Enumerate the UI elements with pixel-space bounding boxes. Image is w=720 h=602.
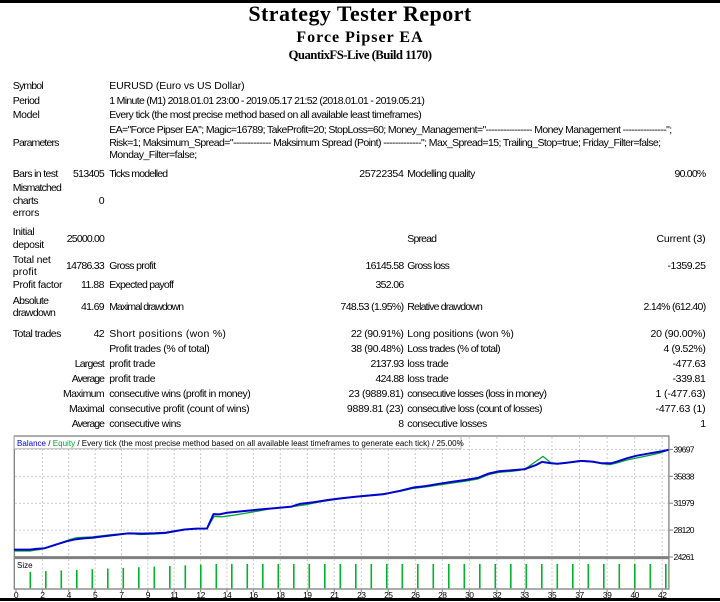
svg-text:37: 37 [575,590,584,600]
svg-text:26: 26 [411,590,420,600]
svg-text:35838: 35838 [674,471,695,481]
svg-text:28120: 28120 [674,525,695,535]
svg-text:4: 4 [67,590,72,600]
svg-text:18: 18 [276,590,285,600]
svg-text:9: 9 [146,590,151,600]
svg-text:19: 19 [303,590,312,600]
svg-text:11: 11 [170,590,179,600]
svg-text:14: 14 [223,590,232,600]
svg-text:25: 25 [384,590,393,600]
svg-text:35: 35 [548,590,557,600]
svg-text:28: 28 [438,590,447,600]
svg-text:Balance / Equity / Every tick: Balance / Equity / Every tick (the most … [17,439,464,448]
svg-text:33: 33 [520,590,529,600]
svg-text:16: 16 [249,590,258,600]
svg-text:32: 32 [493,590,502,600]
svg-text:31979: 31979 [674,498,695,508]
svg-text:5: 5 [93,590,98,600]
svg-text:39: 39 [603,590,612,600]
svg-text:42: 42 [658,590,667,600]
svg-text:2: 2 [40,590,45,600]
svg-text:30: 30 [465,590,474,600]
svg-text:40: 40 [630,590,639,600]
svg-text:7: 7 [119,590,124,600]
svg-text:Size: Size [17,561,33,570]
svg-text:12: 12 [196,590,205,600]
svg-text:23: 23 [357,590,366,600]
svg-text:21: 21 [330,590,339,600]
svg-text:0: 0 [14,590,19,600]
svg-text:39697: 39697 [674,444,695,454]
svg-text:24261: 24261 [674,552,695,562]
